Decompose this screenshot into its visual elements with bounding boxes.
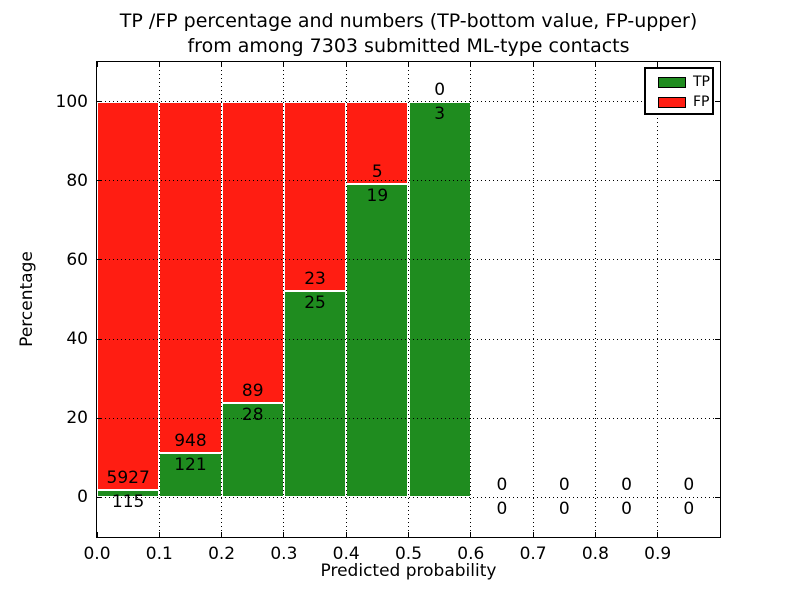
fp-legend-swatch xyxy=(658,96,686,108)
x-tick-mark-top xyxy=(470,62,472,67)
fp-count-label: 5927 xyxy=(106,467,150,488)
tp-count-label: 0 xyxy=(683,499,695,520)
x-tick-label: 0.5 xyxy=(394,544,423,564)
x-tick-mark-top xyxy=(221,62,223,67)
x-tick-mark xyxy=(283,532,285,537)
fp-count-label: 89 xyxy=(241,380,264,401)
legend: TP FP xyxy=(644,67,714,115)
fp-bar-segment xyxy=(159,101,222,453)
x-tick-mark xyxy=(221,532,223,537)
y-tick-mark xyxy=(97,338,102,340)
y-tick-mark-right xyxy=(715,417,720,419)
tp-legend-swatch xyxy=(658,76,686,88)
v-gridline xyxy=(221,62,223,537)
x-tick-label: 0.3 xyxy=(270,544,298,564)
chart-title-line1: TP /FP percentage and numbers (TP-bottom… xyxy=(119,10,698,32)
x-tick-label: 0.7 xyxy=(519,544,547,564)
x-tick-mark xyxy=(96,532,98,537)
y-tick-mark xyxy=(97,496,102,498)
fp-count-label: 948 xyxy=(174,430,207,451)
y-tick-label: 40 xyxy=(66,329,88,350)
fp-bar-segment xyxy=(97,101,160,490)
v-gridline xyxy=(532,62,534,537)
tp-count-label: 0 xyxy=(621,499,632,520)
x-tick-mark-top xyxy=(283,62,285,67)
tp-count-label: 115 xyxy=(111,491,145,512)
y-tick-mark-right xyxy=(715,180,720,182)
x-tick-mark xyxy=(408,532,409,537)
x-tick-mark-top xyxy=(158,62,160,67)
y-tick-mark-right xyxy=(715,259,720,261)
v-gridline xyxy=(345,62,347,537)
fp-bar-segment xyxy=(221,101,284,403)
x-tick-mark xyxy=(345,532,347,537)
x-tick-label: 0.4 xyxy=(332,544,360,564)
x-tick-label: 0.2 xyxy=(208,544,236,564)
tp-count-label: 0 xyxy=(558,499,570,520)
fp-count-label: 23 xyxy=(304,269,326,290)
tp-legend-label: TP xyxy=(693,74,710,90)
v-gridline xyxy=(657,62,659,537)
v-gridline xyxy=(158,62,160,537)
x-tick-mark-top xyxy=(657,62,659,67)
x-tick-mark-top xyxy=(345,62,347,67)
y-tick-label: 20 xyxy=(66,408,88,429)
tp-count-label: 28 xyxy=(241,404,264,425)
tp-count-label: 0 xyxy=(496,499,508,520)
tp-count-label: 25 xyxy=(304,293,326,314)
x-tick-label: 0.9 xyxy=(644,544,672,564)
tp-bar-segment xyxy=(408,101,471,498)
tp-count-label: 121 xyxy=(174,454,207,475)
x-tick-mark xyxy=(158,532,160,537)
v-gridline xyxy=(283,62,285,537)
x-axis-label: Predicted probability xyxy=(320,561,497,581)
x-tick-mark xyxy=(594,532,596,537)
x-tick-mark xyxy=(657,532,659,537)
y-tick-mark xyxy=(97,259,102,261)
legend-entry-fp: FP xyxy=(658,92,710,112)
x-tick-mark-top xyxy=(532,62,534,67)
y-tick-label: 100 xyxy=(55,91,88,112)
fp-count-label: 0 xyxy=(434,79,446,100)
y-tick-mark-right xyxy=(715,101,720,103)
fp-count-label: 0 xyxy=(683,475,695,496)
x-tick-label: 0.0 xyxy=(83,544,111,564)
x-tick-mark xyxy=(532,532,534,537)
plot-area: 5927 115 948 121 89 28 23 25 5 19 0 3 0 0 0 0 0 0 0 0 xyxy=(96,61,721,538)
y-tick-label: 80 xyxy=(66,170,88,191)
x-tick-label: 0.1 xyxy=(145,544,173,564)
y-tick-mark xyxy=(97,417,102,419)
chart-title-line2: from among 7303 submitted ML-type contac… xyxy=(187,35,630,57)
y-tick-mark xyxy=(97,180,102,182)
y-tick-mark-right xyxy=(715,338,720,340)
y-tick-mark xyxy=(97,101,102,103)
x-tick-mark-top xyxy=(594,62,596,67)
fp-count-label: 0 xyxy=(558,475,570,496)
x-tick-label: 0.8 xyxy=(581,544,609,564)
legend-entry-tp: TP xyxy=(658,72,710,92)
x-tick-mark-top xyxy=(96,62,98,67)
x-tick-label: 0.6 xyxy=(457,544,485,564)
y-tick-label: 0 xyxy=(77,487,88,508)
v-gridline xyxy=(594,62,596,537)
y-tick-label: 60 xyxy=(66,249,88,270)
tp-bar-segment xyxy=(346,184,409,498)
fp-count-label: 0 xyxy=(621,475,632,496)
x-tick-mark-top xyxy=(408,62,409,67)
chart-title: TP /FP percentage and numbers (TP-bottom… xyxy=(97,9,720,59)
tp-count-label: 3 xyxy=(434,103,446,124)
x-tick-mark xyxy=(470,532,472,537)
fp-bar-segment xyxy=(346,101,409,185)
tp-bar-segment xyxy=(283,291,347,498)
tp-count-label: 19 xyxy=(366,186,389,207)
fp-legend-label: FP xyxy=(693,94,710,110)
v-gridline xyxy=(408,62,409,537)
v-gridline xyxy=(470,62,472,537)
fp-count-label: 5 xyxy=(371,162,383,183)
y-tick-mark-right xyxy=(715,496,720,498)
fp-count-label: 0 xyxy=(496,475,508,496)
